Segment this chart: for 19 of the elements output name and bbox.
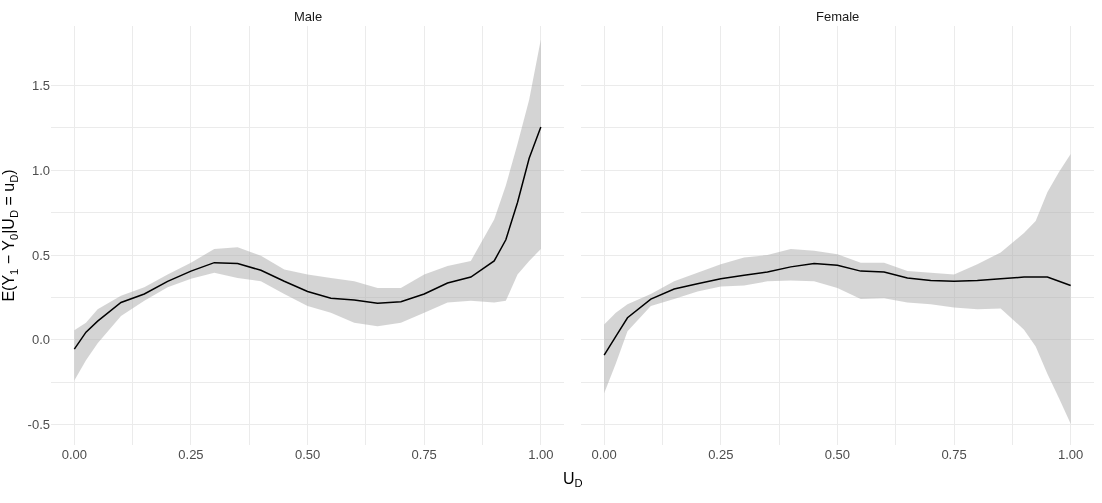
- chart-title: Male: [294, 9, 323, 24]
- line-series: [73, 126, 542, 350]
- x-tick-label: 0.75: [411, 447, 437, 462]
- y-tick-label: -0.5: [27, 417, 50, 433]
- x-tick-label: 0.50: [294, 447, 321, 462]
- x-tick-label: 0.25: [178, 447, 204, 462]
- x-axis-title: U$_{D}$: [563, 470, 583, 490]
- x-tick-label: 0.25: [708, 447, 734, 462]
- x-tick-label: 1.00: [528, 447, 554, 462]
- x-tick-label: 1.00: [1058, 447, 1084, 462]
- y-tick-label: 0.0: [31, 332, 50, 348]
- chart-title: Female: [816, 9, 860, 24]
- y-tick-label: 1.5: [31, 77, 50, 93]
- x-tick-label: 0.00: [61, 447, 87, 462]
- x-tick-label: 0.00: [591, 447, 617, 462]
- x-tick-label: 0.50: [824, 447, 851, 462]
- y-tick-label: 0.5: [31, 247, 50, 263]
- x-tick-label: 0.75: [941, 447, 967, 462]
- y-tick-label: 1.0: [31, 162, 50, 178]
